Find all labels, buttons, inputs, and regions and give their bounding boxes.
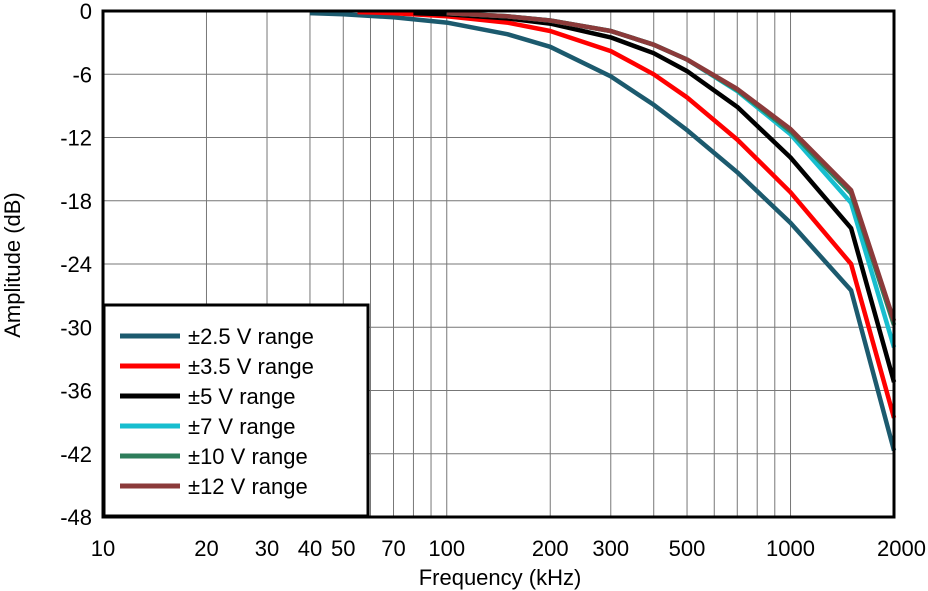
y-tick-labels: 0 -6 -12 -18 -24 -30 -36 -42 -48: [60, 0, 92, 530]
x-tick-label: 500: [669, 536, 706, 561]
y-tick-label: -6: [72, 62, 92, 87]
y-tick-label: -24: [60, 252, 92, 277]
x-tick-label: 10: [91, 536, 115, 561]
legend-box: [102, 303, 370, 518]
legend: ±2.5 V range ±3.5 V range ±5 V range ±7 V r…: [102, 303, 370, 518]
legend-label-2: ±3.5 V range: [188, 354, 314, 379]
x-tick-label: 70: [381, 536, 405, 561]
x-tick-label: 40: [298, 536, 322, 561]
x-tick-label: 300: [592, 536, 629, 561]
y-tick-label: -30: [60, 315, 92, 340]
series-line-6: [446, 10, 897, 322]
y-tick-label: -18: [60, 189, 92, 214]
legend-label-5: ±10 V range: [188, 444, 308, 469]
x-tick-label: 2000: [877, 536, 926, 561]
x-tick-label: 20: [194, 536, 218, 561]
series-group: [309, 9, 897, 452]
y-tick-label: -42: [60, 442, 92, 467]
x-tick-label: 200: [532, 536, 569, 561]
legend-label-6: ±12 V range: [188, 474, 308, 499]
x-tick-label: 1000: [766, 536, 815, 561]
y-tick-label: -36: [60, 379, 92, 404]
x-tick-label: 100: [428, 536, 465, 561]
plot-frame: [101, 9, 896, 519]
x-tick-labels: 10 20 30 40 50 70 100 200 300 500 1000 2000: [91, 536, 926, 561]
y-tick-label: 0: [80, 0, 92, 24]
x-tick-label: 30: [255, 536, 279, 561]
y-tick-label: -48: [60, 505, 92, 530]
series-line-1: [309, 10, 897, 452]
x-axis-label: Frequency (kHz): [419, 565, 582, 590]
legend-label-4: ±7 V range: [188, 414, 295, 439]
y-tick-label: -12: [60, 126, 92, 151]
legend-label-1: ±2.5 V range: [188, 324, 314, 349]
x-tick-label: 50: [331, 536, 355, 561]
series-line-2: [357, 9, 897, 419]
legend-label-3: ±5 V range: [188, 384, 295, 409]
y-axis-label: Amplitude (dB): [0, 192, 25, 338]
